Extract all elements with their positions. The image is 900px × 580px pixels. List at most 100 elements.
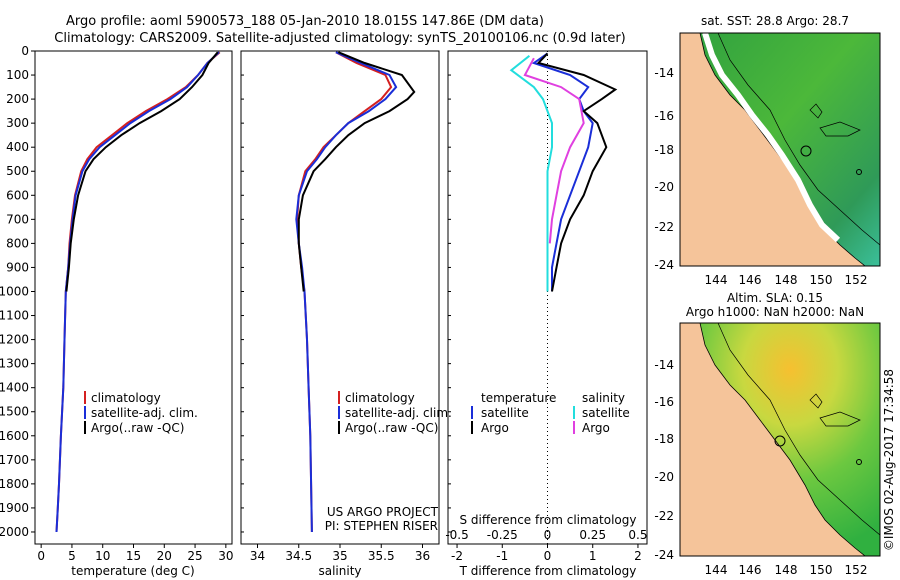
x-tick-label-t: -2 — [451, 549, 463, 563]
series-line-t-satellite — [531, 52, 594, 292]
difference-legend-temperature: temperature satellite Argo — [471, 391, 556, 435]
bottom-map — [679, 322, 881, 557]
legend-label-argo: Argo(..raw -QC) — [345, 421, 438, 435]
x-tick-label-s: -0.25 — [487, 528, 518, 542]
top-map-xtick: 148 — [775, 273, 798, 287]
top-map-point-marker — [856, 169, 862, 175]
depth-tick-label: 1500 — [0, 405, 29, 419]
series-line-s-satellite — [509, 55, 553, 292]
legend-title-temperature: temperature — [481, 391, 556, 405]
legend-label-argo: Argo(..raw -QC) — [91, 421, 184, 435]
s-difference-axis-label: S difference from climatology — [460, 513, 637, 527]
difference-panel — [447, 50, 648, 545]
legend-label-climatology: climatology — [345, 391, 415, 405]
depth-tick-label: 400 — [6, 140, 29, 154]
x-tick-label-t: 2 — [634, 549, 642, 563]
x-tick-label: 30 — [218, 549, 233, 563]
depth-tick-label: 600 — [6, 188, 29, 202]
series-line-argo-raw-qc- — [297, 51, 416, 292]
x-tick-label: 25 — [187, 549, 202, 563]
x-tick-label: 10 — [95, 549, 110, 563]
salinity-legend: climatology satellite-adj. clim. Argo(..… — [338, 391, 452, 435]
top-map-cloud-mask — [702, 32, 841, 243]
x-tick-label: 5 — [68, 549, 76, 563]
x-tick-label-s: 0.5 — [628, 528, 647, 542]
bottom-map-title-line1: Altim. SLA: 0.15 — [727, 291, 823, 305]
depth-tick-label: 900 — [6, 260, 29, 274]
depth-tick-label: 1100 — [0, 309, 29, 323]
top-map-ytick: -14 — [654, 66, 674, 80]
top-map-ytick: -18 — [654, 143, 674, 157]
depth-tick-label: 1000 — [0, 284, 29, 298]
top-map-xtick: 152 — [845, 273, 868, 287]
top-map-xtick: 150 — [810, 273, 833, 287]
depth-tick-label: 700 — [6, 212, 29, 226]
figure-title-line1: Argo profile: aoml 5900573_188 05-Jan-20… — [66, 14, 544, 29]
salinity-plot: 34 34.5 35 35.5 36 — [250, 51, 430, 563]
credit-project: US ARGO PROJECT — [327, 505, 439, 519]
top-map-x-ticks: 144 146 148 150 152 — [705, 273, 868, 287]
depth-tick-label: 1800 — [0, 477, 29, 491]
bottom-map-y-ticks: -14 -16 -18 -20 -22 -24 — [654, 358, 674, 562]
series-line-argo-raw-qc- — [65, 51, 219, 292]
depth-tick-label: 0 — [21, 44, 29, 58]
bottom-map-title-line2: Argo h1000: NaN h2000: NaN — [686, 305, 864, 319]
series-line-satellite-adj-clim- — [295, 51, 398, 533]
difference-plot: -2 -1 0 1 2 -0.5 -0.25 0 0.25 0.5 — [445, 51, 648, 563]
top-map-xtick: 144 — [705, 273, 728, 287]
legend-label-satellite: satellite-adj. clim. — [345, 406, 452, 420]
temperature-panel — [34, 50, 233, 545]
top-map-y-ticks: -14 -16 -18 -20 -22 -24 — [654, 66, 674, 272]
x-tick-label: 0 — [37, 549, 45, 563]
depth-tick-label: 1400 — [0, 381, 29, 395]
bottom-map-land — [679, 322, 867, 557]
depth-tick-label: 2000 — [0, 525, 29, 539]
top-map-ytick: -20 — [654, 180, 674, 194]
x-tick-label-t: 0 — [544, 549, 552, 563]
bottom-map-ytick: -14 — [654, 358, 674, 372]
temperature-plot: 0 5 10 15 20 25 30 — [37, 51, 233, 563]
bottom-map-frame — [679, 322, 881, 557]
temperature-legend: climatology satellite-adj. clim. Argo(..… — [84, 391, 198, 435]
x-tick-label-s: 0 — [544, 528, 552, 542]
top-map-title: sat. SST: 28.8 Argo: 28.7 — [701, 14, 849, 28]
depth-tick-label: 200 — [6, 92, 29, 106]
top-map-reefs — [809, 103, 861, 137]
depth-tick-label: 1300 — [0, 357, 29, 371]
top-map-argo-marker — [800, 145, 812, 157]
timestamp: ©IMOS 02-Aug-2017 17:34:58 — [882, 369, 896, 551]
series-line-satellite-adj-clim- — [55, 51, 220, 533]
depth-tick-label: 1900 — [0, 501, 29, 515]
top-map-contour — [717, 32, 881, 246]
bottom-map-ytick: -20 — [654, 470, 674, 484]
difference-legend-salinity: salinity satellite Argo — [573, 391, 630, 435]
bottom-map-point-marker — [856, 459, 862, 465]
bottom-map-xtick: 152 — [845, 563, 868, 577]
top-map-xtick: 146 — [739, 273, 762, 287]
credit-pi: PI: STEPHEN RISER — [325, 519, 438, 533]
legend-title-salinity: salinity — [582, 391, 625, 405]
temperature-axis-label: temperature (deg C) — [71, 564, 194, 578]
bottom-map-ytick: -22 — [654, 509, 674, 523]
x-tick-label: 35 — [332, 549, 347, 563]
bottom-map-xtick: 148 — [775, 563, 798, 577]
x-tick-label-t: 1 — [589, 549, 597, 563]
depth-tick-label: 500 — [6, 164, 29, 178]
x-tick-label-s: 0.25 — [579, 528, 606, 542]
depth-tick-label: 1600 — [0, 429, 29, 443]
depth-tick-label: 1200 — [0, 333, 29, 347]
legend-label-t-satellite: satellite — [481, 406, 529, 420]
x-tick-label: 15 — [126, 549, 141, 563]
x-tick-label: 35.5 — [368, 549, 395, 563]
x-tick-label: 34 — [250, 549, 265, 563]
depth-tick-label: 1700 — [0, 453, 29, 467]
depth-axis: 0 100 200 300 400 500 600 700 800 900 1000 1100 1200… — [0, 44, 451, 539]
bottom-map-xtick: 144 — [705, 563, 728, 577]
bottom-map-ytick: -16 — [654, 395, 674, 409]
bottom-map-argo-marker — [774, 435, 786, 447]
bottom-map-x-ticks: 144 146 148 150 152 — [705, 563, 868, 577]
legend-label-s-satellite: satellite — [582, 406, 630, 420]
x-tick-label: 34.5 — [285, 549, 312, 563]
bottom-map-contour — [717, 322, 881, 536]
depth-tick-label: 100 — [6, 68, 29, 82]
